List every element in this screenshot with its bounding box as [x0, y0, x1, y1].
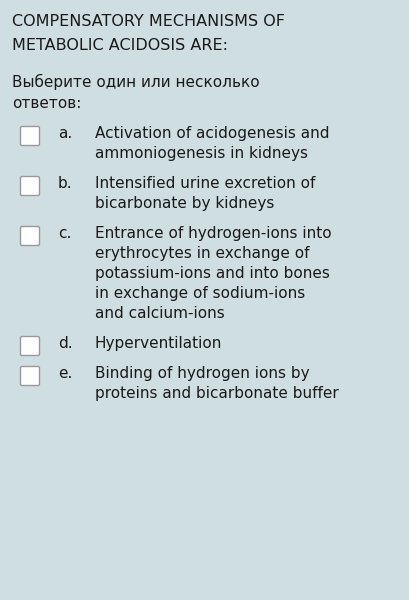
FancyBboxPatch shape: [20, 127, 39, 145]
Text: Binding of hydrogen ions by: Binding of hydrogen ions by: [95, 366, 309, 381]
Text: ammoniogenesis in kidneys: ammoniogenesis in kidneys: [95, 146, 307, 161]
Text: Hyperventilation: Hyperventilation: [95, 336, 222, 351]
Text: bicarbonate by kidneys: bicarbonate by kidneys: [95, 196, 274, 211]
FancyBboxPatch shape: [20, 226, 39, 245]
Text: COMPENSATORY MECHANISMS OF: COMPENSATORY MECHANISMS OF: [12, 14, 284, 29]
Text: Activation of acidogenesis and: Activation of acidogenesis and: [95, 126, 329, 141]
Text: b.: b.: [58, 176, 72, 191]
Text: METABOLIC ACIDOSIS ARE:: METABOLIC ACIDOSIS ARE:: [12, 38, 227, 53]
Text: Выберите один или несколько: Выберите один или несколько: [12, 74, 259, 90]
Text: ответов:: ответов:: [12, 96, 81, 111]
FancyBboxPatch shape: [20, 367, 39, 385]
FancyBboxPatch shape: [20, 176, 39, 196]
FancyBboxPatch shape: [20, 337, 39, 355]
Text: c.: c.: [58, 226, 71, 241]
Text: d.: d.: [58, 336, 72, 351]
Text: Intensified urine excretion of: Intensified urine excretion of: [95, 176, 315, 191]
Text: Entrance of hydrogen-ions into: Entrance of hydrogen-ions into: [95, 226, 331, 241]
Text: potassium-ions and into bones: potassium-ions and into bones: [95, 266, 329, 281]
Text: and calcium-ions: and calcium-ions: [95, 306, 224, 321]
Text: erythrocytes in exchange of: erythrocytes in exchange of: [95, 246, 309, 261]
Text: in exchange of sodium-ions: in exchange of sodium-ions: [95, 286, 305, 301]
Text: e.: e.: [58, 366, 72, 381]
Text: a.: a.: [58, 126, 72, 141]
Text: proteins and bicarbonate buffer: proteins and bicarbonate buffer: [95, 386, 338, 401]
